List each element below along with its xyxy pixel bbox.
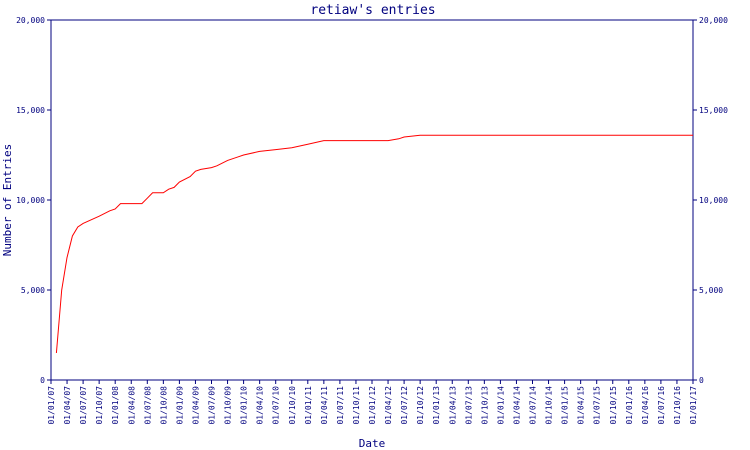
plot-frame: [50, 19, 694, 381]
x-tick-label: 01/01/10: [240, 386, 249, 425]
x-tick-label: 01/01/12: [368, 386, 377, 425]
x-tick-label: 01/07/07: [79, 386, 88, 425]
y-tick-label-left: 15,000: [16, 106, 45, 115]
x-tick-label: 01/01/16: [625, 386, 634, 425]
x-tick-label: 01/10/11: [352, 386, 361, 425]
x-tick-label: 01/10/15: [609, 386, 618, 425]
y-axis-label: Number of Entries: [1, 144, 14, 257]
x-tick-label: 01/04/15: [577, 386, 586, 425]
x-tick-label: 01/01/13: [432, 386, 441, 425]
x-tick-label: 01/01/15: [561, 386, 570, 425]
x-tick-label: 01/10/13: [480, 386, 489, 425]
x-tick-label: 01/07/14: [529, 386, 538, 425]
x-axis: 01/01/07 01/04/07 01/07/07 01/10/07 01/01/08…: [47, 380, 698, 425]
x-tick-label: 01/01/11: [304, 386, 313, 425]
y-tick-label-right: 5,000: [699, 286, 723, 295]
x-tick-label: 01/07/13: [464, 386, 473, 425]
x-tick-label: 01/10/16: [673, 386, 682, 425]
x-tick-label: 01/04/11: [320, 386, 329, 425]
x-tick-label: 01/07/12: [400, 386, 409, 425]
y-tick-label-left: 0: [40, 376, 45, 385]
x-tick-label: 01/07/08: [143, 386, 152, 425]
x-tick-label: 01/10/10: [288, 386, 297, 425]
y-axis-right: 0 5,000 10,000 15,000 20,000: [693, 16, 728, 385]
x-tick-label: 01/07/09: [208, 386, 217, 425]
x-tick-label: 01/04/10: [256, 386, 265, 425]
x-tick-label: 01/04/07: [63, 386, 72, 425]
x-tick-label: 01/10/08: [159, 386, 168, 425]
x-tick-label: 01/04/13: [448, 386, 457, 425]
x-tick-label: 01/07/11: [336, 386, 345, 425]
y-tick-label-right: 0: [699, 376, 704, 385]
x-tick-label: 01/04/08: [127, 386, 136, 425]
x-tick-label: 01/04/16: [641, 386, 650, 425]
x-tick-label: 01/10/09: [224, 386, 233, 425]
x-tick-label: 01/10/12: [416, 386, 425, 425]
x-tick-label: 01/10/07: [95, 386, 104, 425]
x-tick-label: 01/04/14: [512, 386, 521, 425]
series-line-entries: [55, 134, 693, 354]
y-tick-label-right: 15,000: [699, 106, 728, 115]
x-tick-label: 01/01/09: [175, 386, 184, 425]
x-tick-label: 01/07/15: [593, 386, 602, 425]
y-tick-label-left: 10,000: [16, 196, 45, 205]
x-axis-label: Date: [359, 437, 386, 450]
x-tick-label: 01/07/16: [657, 386, 666, 425]
y-tick-label-left: 5,000: [21, 286, 45, 295]
x-tick-label: 01/07/10: [272, 386, 281, 425]
y-tick-label-left: 20,000: [16, 16, 45, 25]
x-tick-label: 01/01/14: [496, 386, 505, 425]
y-axis-left: 0 5,000 10,000 15,000 20,000: [16, 16, 51, 385]
x-tick-label: 01/01/08: [111, 386, 120, 425]
x-tick-label: 01/01/17: [689, 386, 698, 425]
y-tick-label-right: 20,000: [699, 16, 728, 25]
x-tick-label: 01/04/12: [384, 386, 393, 425]
x-tick-label: 01/01/07: [47, 386, 56, 425]
chart-title: retiaw's entries: [310, 3, 435, 18]
y-tick-label-right: 10,000: [699, 196, 728, 205]
x-tick-label: 01/04/09: [191, 386, 200, 425]
x-tick-label: 01/10/14: [545, 386, 554, 425]
